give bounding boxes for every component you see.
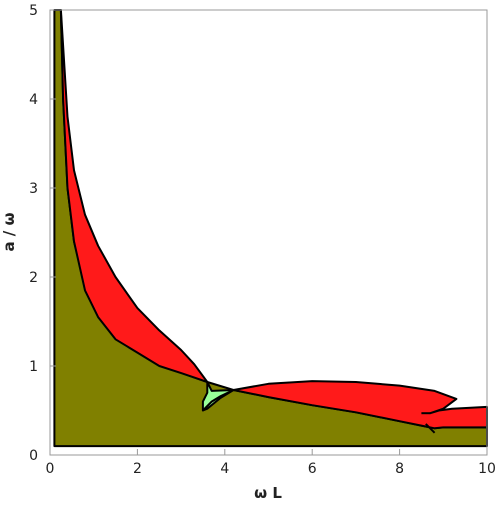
- x-tick-label: 4: [220, 461, 229, 477]
- boundary-curve-0: [202, 389, 234, 412]
- x-axis-label: ω L: [254, 484, 282, 502]
- y-tick-label: 3: [29, 181, 38, 197]
- x-tick-label: 10: [478, 461, 496, 477]
- y-tick-label: 1: [29, 359, 38, 375]
- y-tick-label: 5: [29, 3, 38, 19]
- y-tick-label: 4: [29, 92, 38, 108]
- boundary-curve-2: [425, 423, 436, 434]
- y-tick-label: 2: [29, 270, 38, 286]
- y-axis-label: a / ω: [0, 212, 18, 251]
- region-red-2: [232, 380, 488, 430]
- x-axis: 0 2 4 6 8 10: [46, 449, 496, 477]
- x-tick-label: 2: [133, 461, 142, 477]
- plot-regions: [53, 9, 488, 448]
- x-tick-label: 0: [46, 461, 55, 477]
- plot-curves: [202, 389, 436, 434]
- x-tick-label: 6: [308, 461, 317, 477]
- y-axis: 0 1 2 3 4 5: [29, 3, 56, 464]
- y-tick-label: 0: [29, 448, 38, 464]
- plot-frame: [49, 9, 488, 456]
- x-tick-label: 8: [395, 461, 404, 477]
- region-olive-0: [53, 9, 488, 448]
